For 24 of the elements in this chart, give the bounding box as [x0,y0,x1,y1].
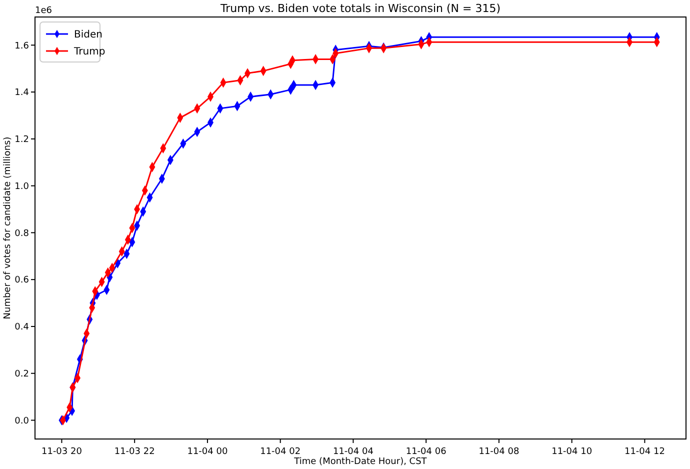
chart-title: Trump vs. Biden vote totals in Wisconsin (N = 315) [219,2,501,15]
legend-label: Biden [74,30,102,40]
y-tick-label: 1.2 [14,135,29,146]
x-tick-label: 11-03 22 [114,447,155,457]
y-tick-label: 1.4 [14,88,30,98]
x-tick-label: 11-04 04 [332,447,374,457]
x-axis-title: Time (Month-Date Hour), CST [293,457,428,467]
x-tick-label: 11-04 12 [624,447,665,457]
y-tick-label: 0.4 [14,322,30,333]
y-tick-label: 0.6 [14,276,30,286]
x-tick-label: 11-04 10 [552,447,592,457]
y-tick-label: 1.0 [14,182,30,192]
x-tick-label: 11-03 20 [41,447,82,457]
y-tick-label: 0.8 [14,228,30,239]
legend-label: Trump [73,46,106,58]
x-tick-label: 11-04 08 [478,447,520,457]
x-tick-label: 11-04 06 [406,447,447,457]
text: 1e6 [35,6,52,16]
y-tick-label: 1.6 [14,41,30,52]
x-tick-label: 11-04 02 [260,447,301,457]
y-tick-label: 0.0 [14,416,30,426]
y-tick-label: 0.2 [14,370,29,380]
y-axis-title: Number of votes for candidate (millions) [3,136,13,320]
x-tick-label: 11-04 00 [187,447,228,457]
